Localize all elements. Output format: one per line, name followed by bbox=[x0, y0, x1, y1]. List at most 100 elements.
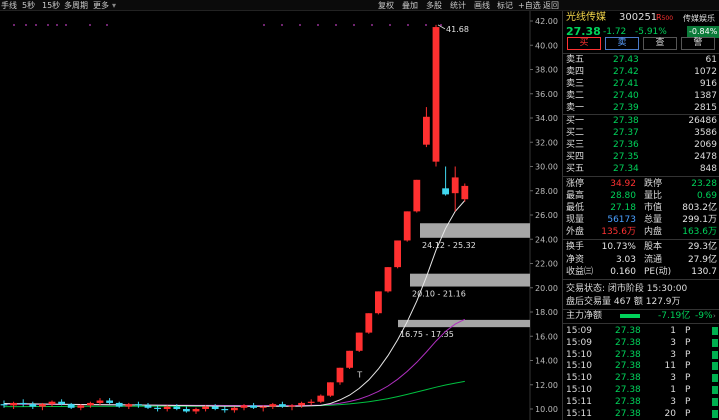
candle-body bbox=[183, 409, 190, 412]
bid-row[interactable]: 买四 27.35 2478 bbox=[563, 151, 719, 163]
tick-side: P bbox=[685, 326, 691, 336]
stat-row: 外盘 135.6万 内盘 163.6万 bbox=[563, 226, 719, 238]
tick-side: P bbox=[685, 373, 691, 384]
y-tick-label: 10.00 bbox=[535, 405, 558, 414]
stat-value: 299.1万 bbox=[682, 215, 717, 225]
toolbar-multi-stock[interactable]: 多股 bbox=[426, 1, 442, 10]
bid-price: 27.34 bbox=[613, 164, 639, 174]
bid-price: 27.35 bbox=[613, 152, 639, 162]
ask-row[interactable]: 卖三 27.41 916 bbox=[563, 78, 719, 90]
y-tick-label: 40.00 bbox=[535, 41, 558, 50]
top-marker-dot bbox=[13, 24, 15, 26]
top-marker-dot bbox=[389, 24, 391, 26]
tick-time: 15:09 bbox=[566, 326, 592, 336]
top-marker-dot bbox=[371, 24, 373, 26]
candle-body bbox=[432, 27, 440, 162]
support-zone-label: 24.12 - 25.32 bbox=[422, 241, 476, 250]
sell-button[interactable]: 卖 bbox=[605, 37, 639, 50]
toolbar-restore-rights[interactable]: 复权 bbox=[378, 1, 394, 10]
t-marker: T bbox=[356, 370, 362, 379]
main-flow-label: 主力净额 bbox=[566, 311, 603, 321]
toolbar-overlay[interactable]: 叠加 bbox=[402, 1, 418, 10]
stat-label: 换手 bbox=[566, 242, 585, 252]
stat-row: 收益㈢ 0.160 PE(动) 130.7 bbox=[563, 266, 719, 278]
buy-button[interactable]: 买 bbox=[567, 37, 601, 50]
bid-label: 买五 bbox=[566, 164, 585, 174]
y-tick-label: 20.00 bbox=[535, 284, 558, 293]
chart-background bbox=[0, 11, 562, 420]
tick-row: 15:11 27.38 3 P bbox=[563, 396, 719, 408]
stat-label: 涨停 bbox=[566, 179, 585, 189]
ask-row[interactable]: 卖四 27.42 1072 bbox=[563, 66, 719, 78]
kline-svg[interactable]: 42.00 40.00 38.00 36.00 34.00 32.00 30.00 28.00… bbox=[0, 11, 562, 420]
stat-label: 最低 bbox=[566, 203, 585, 213]
query-button[interactable]: 查 bbox=[643, 37, 677, 50]
tick-volume: 11 bbox=[664, 361, 676, 372]
toolbar-item-15s[interactable]: 15秒 bbox=[42, 1, 61, 10]
bid-row[interactable]: 买一 27.38 26486 bbox=[563, 115, 719, 127]
stat-label: 内盘 bbox=[644, 227, 663, 237]
stat-label: 收益㈢ bbox=[566, 267, 594, 277]
tick-bar bbox=[712, 397, 718, 406]
ask-row[interactable]: 卖二 27.40 1387 bbox=[563, 90, 719, 102]
toolbar-add-watchlist[interactable]: +自选 bbox=[518, 1, 541, 10]
stat-value: 56173 bbox=[607, 215, 636, 225]
candle-body bbox=[221, 409, 229, 411]
bid-row[interactable]: 买三 27.36 2069 bbox=[563, 139, 719, 151]
candle-body bbox=[67, 404, 75, 408]
stat-value: 27.18 bbox=[610, 203, 636, 213]
toolbar-back[interactable]: 返回 bbox=[543, 1, 559, 10]
tick-volume: 1 bbox=[670, 326, 676, 336]
price-change: -1.72 bbox=[603, 27, 627, 37]
y-tick-label: 18.00 bbox=[535, 308, 558, 317]
candle-body bbox=[259, 406, 267, 408]
top-marker-dot bbox=[353, 24, 355, 26]
chevron-right-icon[interactable]: › bbox=[713, 312, 716, 320]
tick-bar bbox=[712, 350, 718, 359]
y-tick-label: 38.00 bbox=[535, 66, 558, 75]
toolbar-mark[interactable]: 标记 bbox=[497, 1, 513, 10]
tick-side: P bbox=[685, 337, 691, 348]
candle-body bbox=[39, 404, 46, 407]
candle-body bbox=[442, 188, 449, 195]
bid-row[interactable]: 买五 27.34 848 bbox=[563, 163, 719, 175]
y-tick-label: 36.00 bbox=[535, 90, 558, 99]
toolbar-statistics[interactable]: 统计 bbox=[450, 1, 466, 10]
sector-name[interactable]: 传媒娱乐 bbox=[683, 14, 715, 23]
ask-row[interactable]: 卖五 27.43 61 bbox=[563, 54, 719, 66]
tick-row: 15:09 27.38 3 P bbox=[563, 337, 719, 349]
toolbar-item-period[interactable]: 手线 bbox=[1, 1, 17, 10]
candle-body bbox=[144, 405, 152, 408]
candle-body bbox=[211, 406, 219, 409]
toolbar-draw-line[interactable]: 画线 bbox=[474, 1, 490, 10]
main-flow-bar bbox=[620, 314, 640, 318]
stat-row: 最低 27.18 市值 803.2亿 bbox=[563, 202, 719, 214]
candle-body bbox=[317, 395, 325, 402]
y-tick-label: 24.00 bbox=[535, 235, 558, 244]
kline-chart[interactable]: 42.00 40.00 38.00 36.00 34.00 32.00 30.00 28.00… bbox=[0, 11, 562, 420]
stock-name: 光线传媒 bbox=[566, 12, 606, 23]
bid-row[interactable]: 买二 27.37 3586 bbox=[563, 127, 719, 139]
stat-label: 总量 bbox=[644, 215, 663, 225]
ask-price: 27.41 bbox=[613, 79, 639, 89]
candle-body bbox=[279, 404, 286, 407]
candle-body bbox=[423, 116, 430, 145]
candle-body bbox=[0, 404, 8, 406]
candle-body bbox=[250, 405, 257, 408]
bid-volume: 3586 bbox=[694, 128, 717, 138]
candle-body bbox=[163, 406, 171, 409]
ask-row[interactable]: 卖一 27.39 2815 bbox=[563, 102, 719, 114]
tick-time: 15:10 bbox=[566, 361, 592, 372]
tick-row: 15:09 27.38 1 P bbox=[563, 325, 719, 337]
toolbar-item-5s[interactable]: 5秒 bbox=[22, 1, 36, 10]
tick-side: P bbox=[685, 396, 691, 407]
chevron-down-icon[interactable]: ▾ bbox=[112, 1, 117, 10]
stat-value: 28.80 bbox=[610, 191, 636, 201]
toolbar-item-more[interactable]: 更多 bbox=[93, 1, 109, 10]
toolbar-item-multi-period[interactable]: 多周期 bbox=[64, 1, 88, 10]
stat-value: 135.6万 bbox=[601, 227, 636, 237]
stat-value: 27.9亿 bbox=[687, 254, 717, 265]
candle-body bbox=[365, 313, 373, 333]
alert-button[interactable]: 警 bbox=[681, 37, 715, 50]
top-marker-dot bbox=[407, 24, 409, 26]
